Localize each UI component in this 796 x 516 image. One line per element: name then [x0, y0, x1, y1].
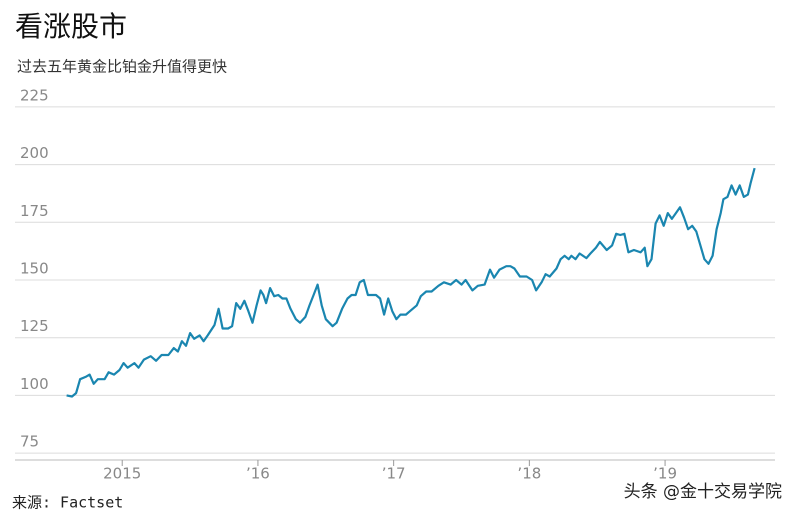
data-line — [66, 167, 756, 398]
y-tick-label: 125 — [20, 317, 49, 335]
x-tick-label: ’16 — [246, 465, 270, 483]
x-tick-label: ’17 — [382, 465, 406, 483]
y-tick-label: 150 — [20, 260, 49, 278]
chart-title: 看涨股市 — [15, 10, 127, 43]
x-tick-label: ’19 — [653, 465, 677, 483]
source-note: 来源: Factset — [12, 494, 123, 512]
x-tick-label: 2015 — [103, 465, 141, 483]
y-tick-label: 175 — [20, 202, 49, 220]
credit: 头条 @金十交易学院 — [624, 482, 782, 502]
chart-subtitle: 过去五年黄金比铂金升值得更快 — [17, 58, 227, 76]
y-tick-label: 75 — [20, 433, 39, 451]
y-tick-label: 100 — [20, 375, 49, 393]
y-tick-label: 225 — [20, 86, 49, 104]
x-tick-label: ’18 — [517, 465, 541, 483]
y-tick-label: 200 — [20, 144, 49, 162]
